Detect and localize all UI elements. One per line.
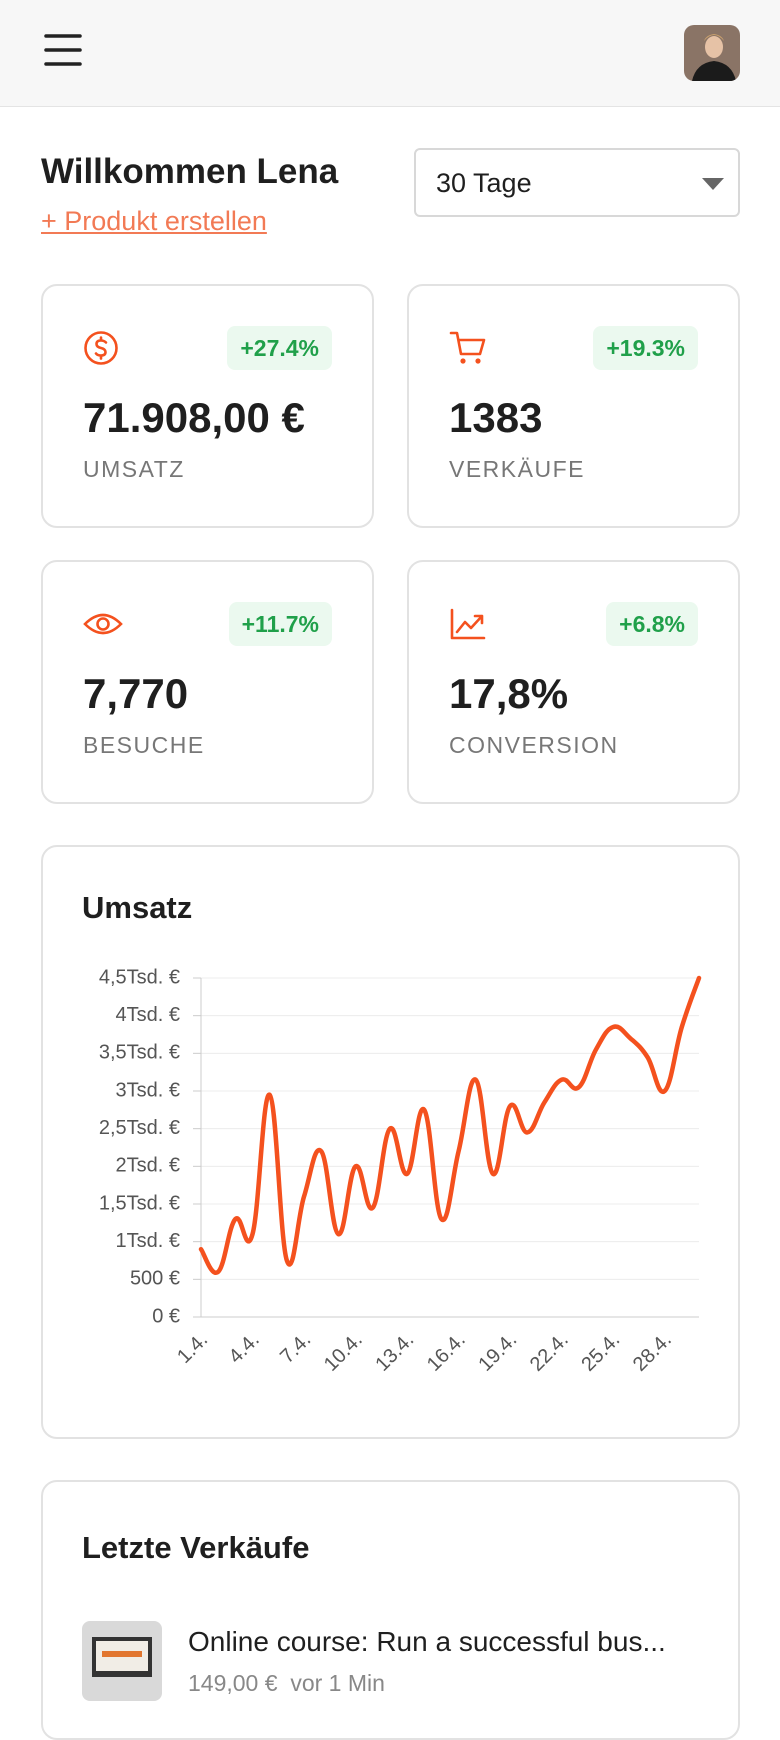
y-tick-label: 3Tsd. € (116, 1079, 180, 1101)
x-tick-label: 25.4. (577, 1329, 624, 1376)
y-tick-label: 1Tsd. € (116, 1230, 180, 1252)
recent-sales-card: Letzte Verkäufe Online course: Run a suc… (41, 1480, 740, 1740)
change-badge: +11.7% (228, 602, 332, 646)
y-tick-label: 2,5Tsd. € (99, 1117, 180, 1139)
y-tick-label: 500 € (130, 1268, 180, 1290)
stat-value: 1383 (449, 394, 543, 441)
dollar-icon (84, 331, 118, 365)
stat-value: 7,770 (83, 670, 189, 717)
y-tick-label: 0 € (152, 1305, 180, 1327)
change-badge: +27.4% (227, 326, 332, 370)
trend-icon (450, 608, 486, 640)
x-tick-label: 13.4. (371, 1329, 418, 1376)
create-product-link[interactable]: + Produkt erstellen (41, 206, 267, 236)
change-badge: +19.3% (593, 326, 698, 370)
welcome-title: Willkommen Lena (41, 152, 339, 191)
avatar[interactable] (684, 25, 740, 81)
y-tick-label: 4Tsd. € (116, 1004, 180, 1026)
y-tick-label: 2Tsd. € (116, 1155, 180, 1177)
x-tick-label: 1.4. (173, 1329, 212, 1368)
stat-card: +19.3% 1383 VERKÄUFE (407, 284, 740, 528)
sale-meta: 149,00 € vor 1 Min (188, 1670, 385, 1697)
stat-label: VERKÄUFE (449, 456, 585, 482)
y-tick-label: 1,5Tsd. € (99, 1192, 180, 1214)
chart-card: Umsatz 0 € 500 € 1Tsd. € 1,5Tsd. € 2Tsd. € 2,… (41, 845, 740, 1439)
change-badge: +6.8% (606, 602, 698, 646)
recent-sales-title: Letzte Verkäufe (82, 1530, 310, 1565)
header (0, 0, 780, 107)
sale-price: 149,00 € (188, 1670, 278, 1696)
x-tick-label: 16.4. (423, 1329, 470, 1376)
stat-label: CONVERSION (449, 732, 619, 758)
x-tick-label: 10.4. (320, 1329, 367, 1376)
sale-product-name: Online course: Run a successful bus... (188, 1626, 666, 1657)
sale-time: vor 1 Min (290, 1670, 385, 1696)
stat-value: 17,8% (449, 670, 569, 717)
cart-icon (449, 331, 486, 364)
y-tick-label: 4,5Tsd. € (99, 966, 180, 988)
stat-value: 71.908,00 € (83, 394, 305, 441)
dropdown-arrow (702, 178, 724, 190)
stat-card: +6.8% 17,8% CONVERSION (407, 560, 740, 804)
x-tick-label: 19.4. (474, 1329, 521, 1376)
stat-card: +27.4% 71.908,00 € UMSATZ (41, 284, 374, 528)
chart: Umsatz 0 € 500 € 1Tsd. € 1,5Tsd. € 2Tsd. € 2,… (82, 890, 702, 1376)
menu-button[interactable] (43, 32, 83, 68)
stat-label: BESUCHE (83, 732, 205, 758)
x-tick-label: 28.4. (629, 1329, 676, 1376)
period-select[interactable]: 30 Tage (414, 148, 740, 217)
eye-icon (83, 613, 123, 635)
x-tick-label: 4.4. (225, 1329, 264, 1368)
x-tick-label: 22.4. (526, 1329, 573, 1376)
line-series (198, 975, 702, 1275)
x-tick-label: 7.4. (276, 1329, 315, 1368)
stat-label: UMSATZ (83, 456, 185, 482)
period-select-value: 30 Tage (436, 168, 532, 198)
stat-card: +11.7% 7,770 BESUCHE (41, 560, 374, 804)
chart-title: Umsatz (82, 890, 192, 925)
y-tick-label: 3,5Tsd. € (99, 1042, 180, 1064)
product-thumbnail (82, 1621, 162, 1701)
